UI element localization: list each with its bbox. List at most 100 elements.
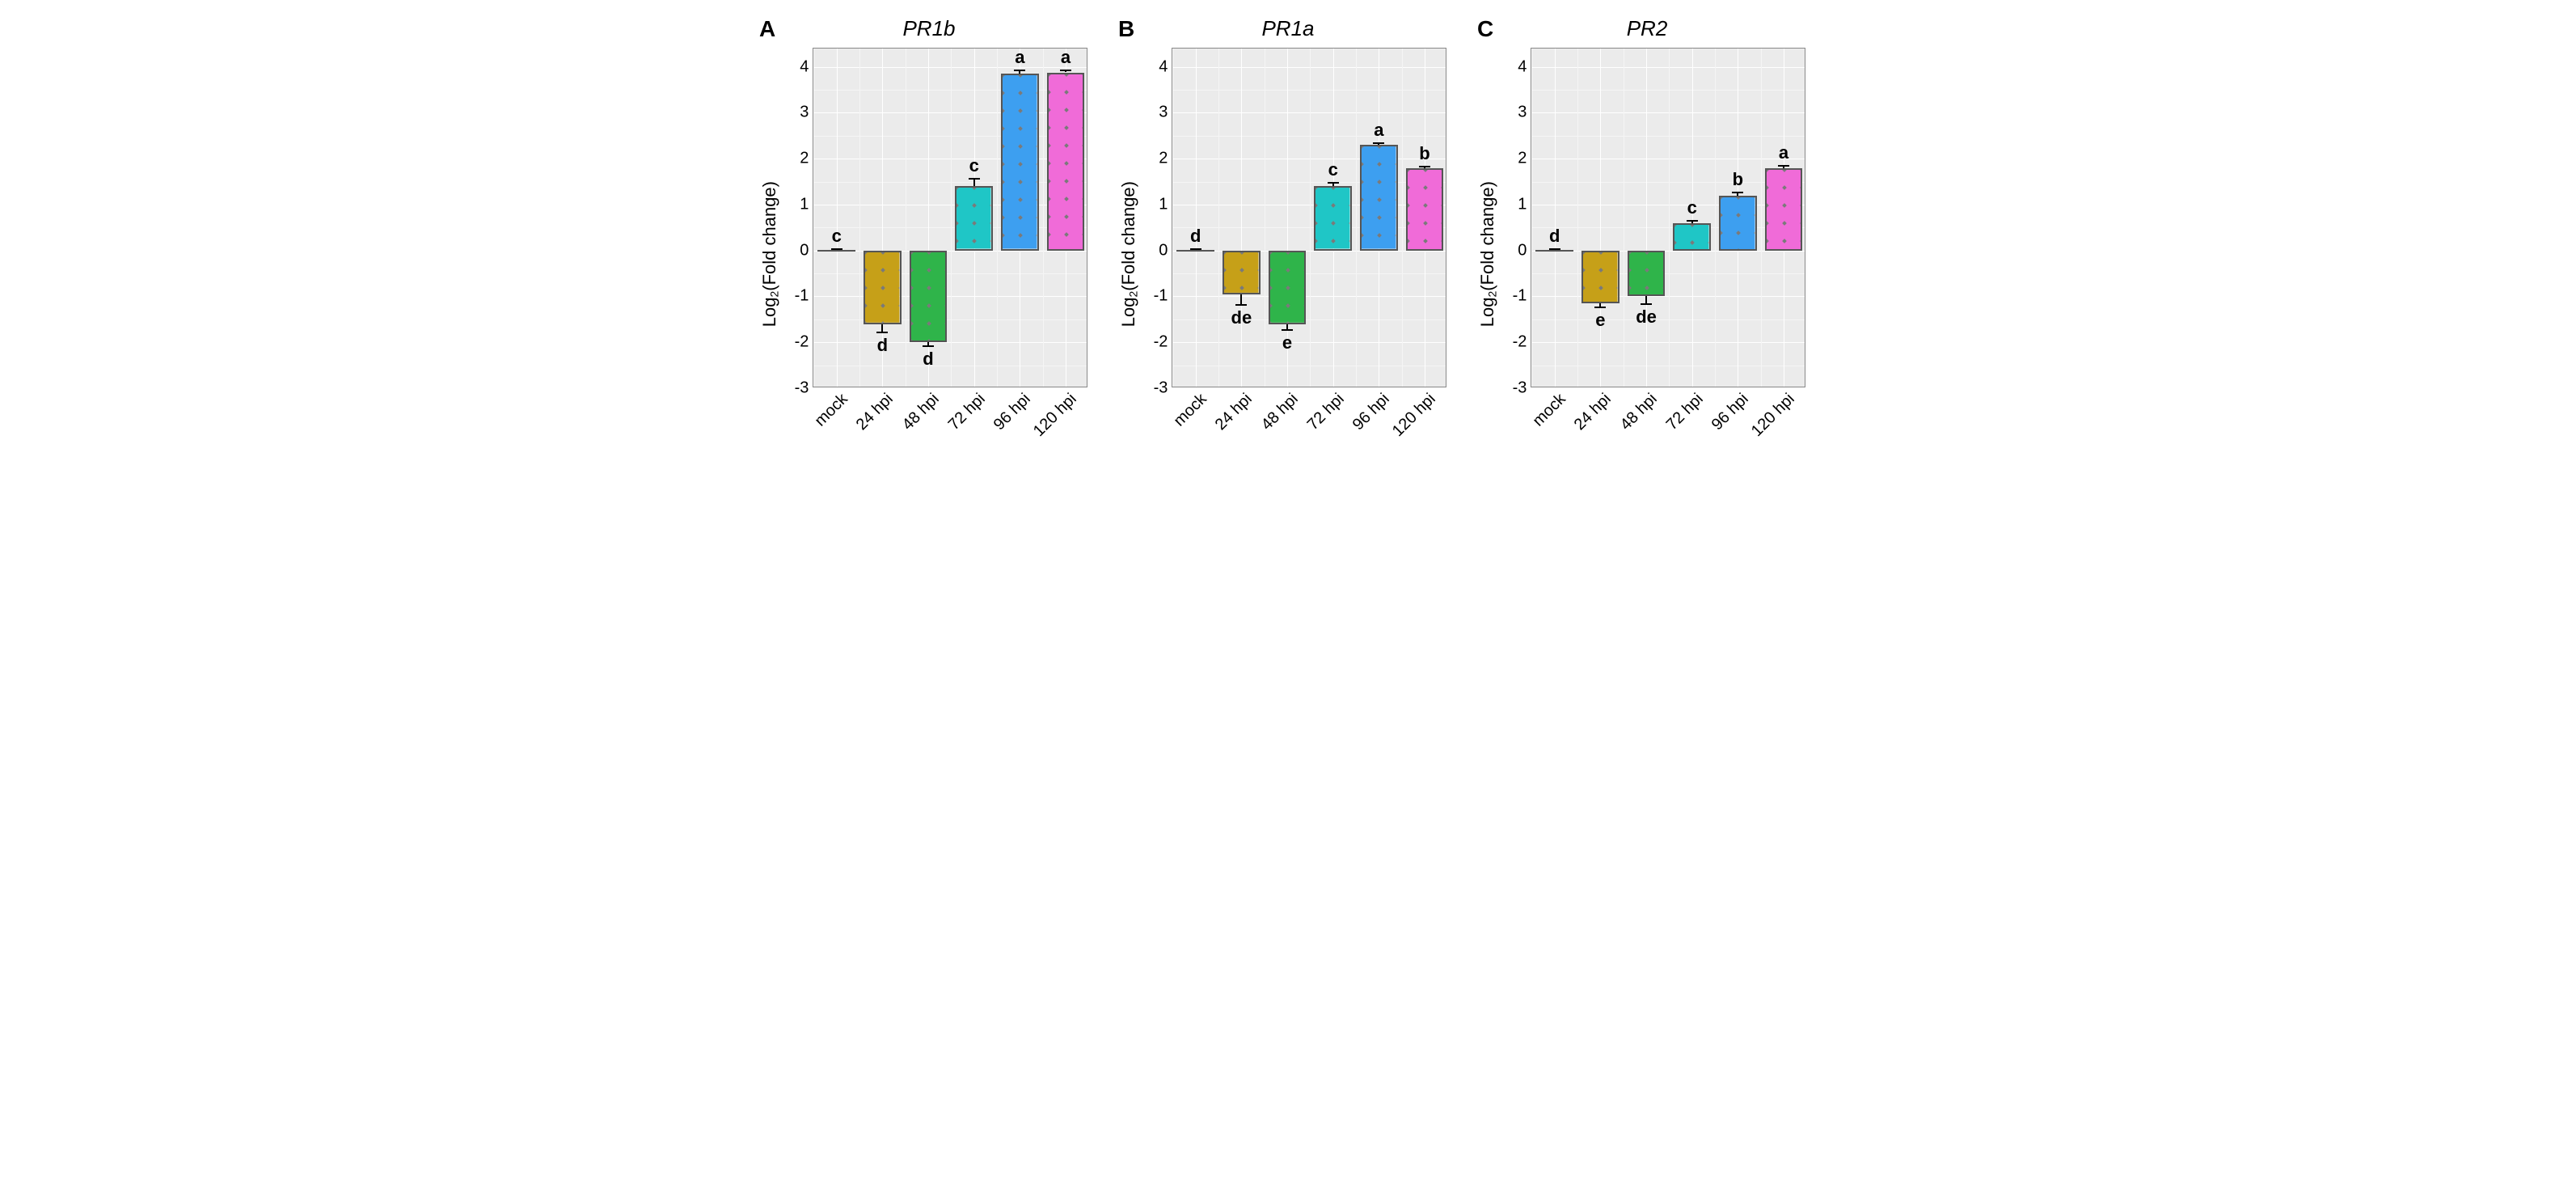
bar bbox=[1581, 251, 1619, 303]
bar bbox=[1223, 251, 1260, 294]
bar bbox=[1535, 250, 1573, 252]
bar bbox=[817, 250, 855, 252]
gridline-v-minor bbox=[1531, 49, 1532, 387]
bar-group: de bbox=[1223, 49, 1260, 387]
y-tick-label: 0 bbox=[800, 241, 813, 260]
bar-fill bbox=[1721, 197, 1755, 249]
y-tick-label: 4 bbox=[1159, 57, 1172, 76]
y-tick-label: 2 bbox=[800, 150, 813, 168]
chart-wrap: Log2(Fold change)-3-2-101234dmock e24 hp… bbox=[1477, 48, 1817, 460]
bar bbox=[864, 251, 901, 324]
bar bbox=[1001, 74, 1038, 251]
chart-wrap: Log2(Fold change)-3-2-101234cmock d24 hp… bbox=[759, 48, 1099, 460]
gridline-v-minor bbox=[1043, 49, 1044, 387]
bar-group: de bbox=[1628, 49, 1665, 387]
panel-B: BPR1aLog2(Fold change)-3-2-101234dmock d… bbox=[1118, 16, 1458, 460]
significance-label: a bbox=[1061, 47, 1071, 68]
significance-label: d bbox=[923, 349, 933, 370]
bar bbox=[1719, 196, 1756, 251]
y-tick-label: -3 bbox=[1513, 379, 1532, 398]
y-tick-label: 0 bbox=[1518, 241, 1531, 260]
x-tick-label: 120 hpi bbox=[1386, 387, 1440, 441]
y-tick-label: -3 bbox=[795, 379, 814, 398]
y-tick-label: 1 bbox=[1518, 195, 1531, 214]
bar-group: a bbox=[1047, 49, 1084, 387]
plot-area: -3-2-101234dmock e24 hpi de48 hpi c72 hp… bbox=[1531, 48, 1805, 387]
significance-label: d bbox=[1549, 226, 1560, 247]
bar-group: b bbox=[1406, 49, 1443, 387]
y-tick-label: -1 bbox=[1513, 287, 1532, 306]
significance-label: d bbox=[877, 335, 888, 356]
bar bbox=[1406, 168, 1443, 251]
significance-label: d bbox=[1190, 226, 1201, 247]
error-bar-cap bbox=[1732, 192, 1743, 193]
gridline-v-minor bbox=[1761, 49, 1762, 387]
x-tick-label: 48 hpi bbox=[896, 387, 944, 434]
bar-group: c bbox=[1673, 49, 1710, 387]
x-tick-label: 120 hpi bbox=[1745, 387, 1799, 441]
panel-letter: A bbox=[759, 16, 775, 42]
error-bar-cap bbox=[1014, 70, 1025, 71]
y-tick-label: 3 bbox=[1159, 104, 1172, 122]
chart: -3-2-101234dmock de24 hpi e48 hpi c72 hp… bbox=[1144, 48, 1446, 460]
y-axis-label: Log2(Fold change) bbox=[1118, 181, 1139, 327]
error-bar-cap bbox=[923, 345, 934, 347]
bar-fill bbox=[1408, 170, 1442, 249]
x-tick-label: 96 hpi bbox=[1705, 387, 1753, 434]
y-tick-label: 3 bbox=[800, 104, 813, 122]
gridline-v-minor bbox=[1310, 49, 1311, 387]
error-bar-cap bbox=[1190, 248, 1201, 250]
x-tick-label: mock bbox=[808, 387, 851, 430]
gridline-v-minor bbox=[1172, 49, 1173, 387]
y-axis-label: Log2(Fold change) bbox=[759, 181, 780, 327]
chart: -3-2-101234cmock d24 hpi d48 hpi c72 hpi bbox=[785, 48, 1087, 460]
bar-group: d bbox=[1176, 49, 1214, 387]
gridline-v-minor bbox=[813, 49, 814, 387]
significance-label: b bbox=[1419, 143, 1429, 164]
x-tick-label: 120 hpi bbox=[1027, 387, 1081, 441]
error-bar-cap bbox=[831, 248, 842, 250]
gridline-v-minor bbox=[1577, 49, 1578, 387]
y-tick-label: -2 bbox=[795, 333, 814, 352]
bar bbox=[1765, 168, 1802, 251]
y-tick-label: -1 bbox=[795, 287, 814, 306]
gridline-v-minor bbox=[951, 49, 952, 387]
x-tick-label: 72 hpi bbox=[1659, 387, 1707, 434]
y-tick-label: -2 bbox=[1513, 333, 1532, 352]
panel-title: PR1b bbox=[759, 16, 1099, 41]
error-bar-cap bbox=[1235, 304, 1247, 306]
y-tick-label: -1 bbox=[1154, 287, 1173, 306]
x-tick-label: 48 hpi bbox=[1614, 387, 1662, 434]
bar bbox=[1269, 251, 1306, 324]
bar-group: c bbox=[1314, 49, 1351, 387]
figure-panels: APR1b Log2(Fold change) -3 -2 -1 0 1 2 3 4 c mock d… bbox=[16, 16, 2560, 460]
bar-fill bbox=[1270, 252, 1304, 323]
bar-fill bbox=[1362, 146, 1396, 249]
error-bar-cap bbox=[969, 178, 980, 180]
y-tick-label: 1 bbox=[1159, 195, 1172, 214]
gridline-h bbox=[1531, 388, 1805, 389]
bar-group: a bbox=[1765, 49, 1802, 387]
panel-A: APR1bLog2(Fold change)-3-2-101234cmock d… bbox=[759, 16, 1099, 460]
gridline-h bbox=[1172, 388, 1446, 389]
bar-group: c bbox=[817, 49, 855, 387]
bar bbox=[1047, 73, 1084, 251]
bar-group: d bbox=[864, 49, 901, 387]
gridline-v-minor bbox=[1218, 49, 1219, 387]
chart-wrap: Log2(Fold change)-3-2-101234dmock de24 h… bbox=[1118, 48, 1458, 460]
bar-fill bbox=[1224, 252, 1258, 293]
error-bar-cap bbox=[1687, 220, 1698, 222]
x-tick-label: 24 hpi bbox=[1209, 387, 1256, 434]
x-tick-label: 72 hpi bbox=[941, 387, 989, 434]
bar-group: d bbox=[910, 49, 947, 387]
gridline-v-minor bbox=[1806, 49, 1807, 387]
x-tick-label: 48 hpi bbox=[1255, 387, 1303, 434]
significance-label: a bbox=[1779, 142, 1788, 163]
bar-group: a bbox=[1001, 49, 1038, 387]
bar-fill bbox=[1003, 75, 1037, 249]
error-bar-cap bbox=[1419, 166, 1430, 167]
y-tick-label: 2 bbox=[1518, 150, 1531, 168]
significance-label: c bbox=[832, 226, 842, 247]
y-tick-label: 4 bbox=[800, 57, 813, 76]
x-tick-label: 72 hpi bbox=[1300, 387, 1348, 434]
